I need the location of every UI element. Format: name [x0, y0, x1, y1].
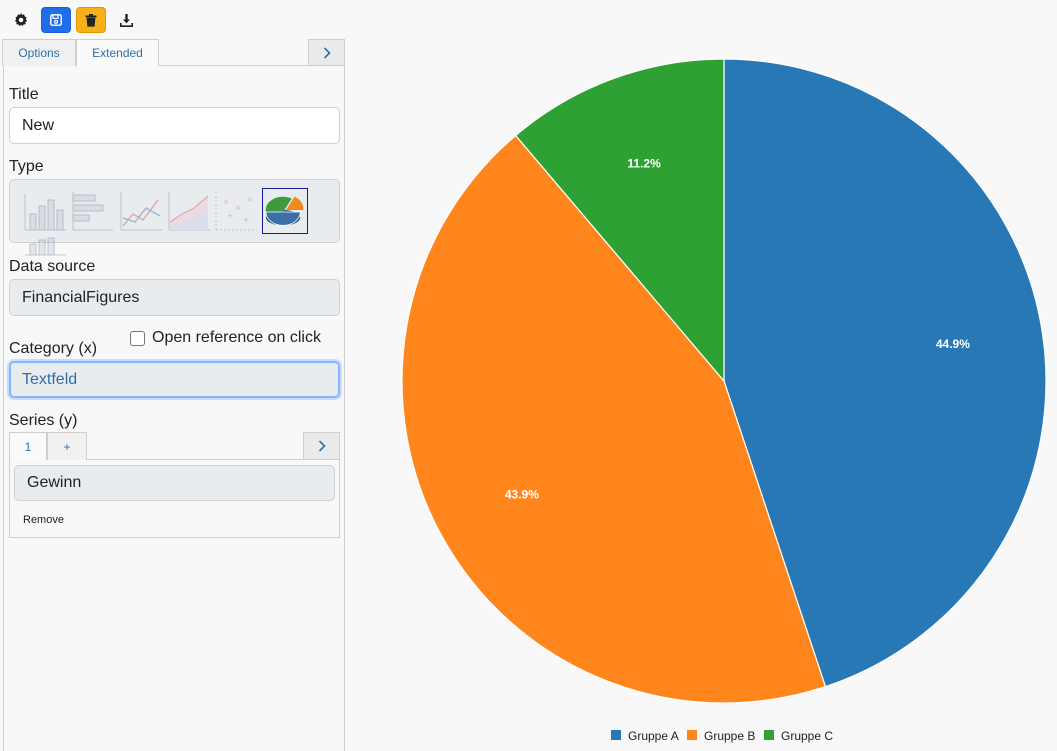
category-label: Category (x) — [9, 340, 98, 357]
legend-item-3[interactable]: Gruppe C — [764, 729, 833, 743]
trash-icon — [85, 13, 97, 27]
svg-text:×: × — [223, 198, 229, 206]
legend-item-2[interactable]: Gruppe B — [687, 729, 755, 743]
extended-tab-content: Title New Type — [3, 66, 344, 751]
series-panel: Gewinn Remove — [9, 460, 340, 538]
legend-swatch-1 — [611, 730, 621, 740]
svg-text:+: + — [243, 216, 249, 224]
horizontal-bar-chart-icon[interactable] — [69, 188, 115, 234]
svg-text:×: × — [247, 196, 253, 204]
chevron-right-icon — [323, 46, 331, 59]
datasource-select[interactable]: FinancialFigures — [9, 279, 340, 316]
stacked-chart-icon[interactable] — [22, 236, 68, 256]
pie-slice-1[interactable] — [723, 58, 1047, 688]
tab-extended[interactable]: Extended — [76, 39, 159, 66]
legend-label-1: Gruppe A — [628, 729, 679, 743]
pie-chart-icon[interactable] — [262, 188, 308, 234]
toolbar — [6, 6, 141, 34]
remove-series-button[interactable]: Remove — [23, 514, 64, 526]
series-tabs-next-button[interactable] — [303, 432, 340, 460]
download-icon — [119, 13, 133, 27]
tabs-next-button[interactable] — [308, 39, 345, 66]
tab-options[interactable]: Options — [2, 39, 76, 66]
add-series-tab[interactable]: + — [47, 432, 87, 460]
series-label: Series (y) — [9, 412, 78, 429]
series-tab-1[interactable]: 1 — [9, 432, 47, 460]
slice-label-3: 11.2% — [627, 156, 661, 170]
category-select[interactable]: Textfeld — [9, 361, 340, 398]
open-reference-label[interactable]: Open reference on click — [152, 329, 321, 346]
scatter-chart-icon[interactable]: × × + + × — [213, 188, 259, 234]
pie-slice-2[interactable] — [401, 134, 827, 704]
slice-label-2: 43.9% — [505, 488, 539, 502]
chevron-right-icon — [318, 440, 326, 452]
series-tabs: 1 + — [9, 432, 340, 460]
save-button[interactable] — [41, 7, 71, 33]
area-chart-icon[interactable] — [166, 188, 212, 234]
pie-chart: 44.9% 43.9% 11.2% Gruppe A Gruppe B Gruppe C — [401, 58, 1047, 743]
legend-label-2: Gruppe B — [704, 729, 755, 743]
title-input[interactable]: New — [9, 107, 340, 144]
panel-tabs: Options Extended — [2, 39, 345, 66]
gear-icon — [14, 13, 28, 27]
series-value-select[interactable]: Gewinn — [14, 465, 335, 501]
type-label: Type — [9, 158, 44, 175]
bar-chart-icon[interactable] — [22, 188, 68, 234]
line-chart-icon[interactable] — [118, 188, 164, 234]
slice-label-1: 44.9% — [936, 337, 970, 351]
legend-label-3: Gruppe C — [781, 729, 833, 743]
open-reference-checkbox[interactable] — [130, 331, 145, 346]
pie-slice-3[interactable] — [514, 58, 725, 383]
datasource-label: Data source — [9, 258, 96, 275]
settings-button[interactable] — [6, 7, 36, 33]
title-label: Title — [9, 86, 39, 103]
legend-swatch-2 — [687, 730, 697, 740]
svg-text:+: + — [227, 212, 233, 220]
legend-item-1[interactable]: Gruppe A — [611, 729, 679, 743]
chart-type-picker: × × + + × — [9, 179, 340, 256]
svg-text:×: × — [235, 204, 241, 212]
legend-swatch-3 — [764, 730, 774, 740]
delete-button[interactable] — [76, 7, 106, 33]
download-button[interactable] — [111, 7, 141, 33]
save-icon — [50, 14, 62, 26]
settings-panel: Options Extended Title New Type — [2, 39, 345, 751]
